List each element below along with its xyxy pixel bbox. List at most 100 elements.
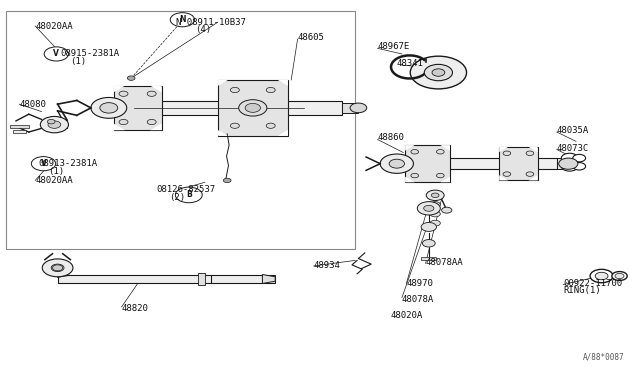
- Circle shape: [245, 103, 260, 112]
- Circle shape: [430, 211, 440, 217]
- Text: A/88*0087: A/88*0087: [582, 353, 624, 362]
- Circle shape: [526, 151, 534, 155]
- Polygon shape: [499, 147, 508, 152]
- Text: 48020AA: 48020AA: [35, 22, 73, 31]
- Text: 48341: 48341: [397, 59, 424, 68]
- Circle shape: [436, 173, 444, 178]
- Bar: [557, 158, 568, 169]
- Bar: [13, 130, 26, 133]
- Bar: [58, 275, 275, 283]
- Circle shape: [380, 154, 413, 173]
- Circle shape: [230, 87, 239, 93]
- Circle shape: [561, 153, 578, 163]
- Bar: [421, 257, 436, 260]
- Text: 08913-2381A: 08913-2381A: [38, 159, 97, 168]
- Polygon shape: [218, 80, 288, 136]
- Polygon shape: [150, 86, 161, 92]
- Text: 48073C: 48073C: [557, 144, 589, 153]
- Text: RING(1): RING(1): [563, 286, 601, 295]
- Text: 48080: 48080: [19, 100, 46, 109]
- Circle shape: [239, 100, 267, 116]
- Text: N: N: [179, 15, 186, 24]
- Circle shape: [44, 47, 68, 61]
- Text: (1): (1): [48, 167, 64, 176]
- Polygon shape: [278, 80, 288, 86]
- Text: 00922-11700: 00922-11700: [563, 279, 622, 288]
- Circle shape: [40, 116, 68, 133]
- Text: 48020AA: 48020AA: [35, 176, 73, 185]
- Circle shape: [223, 178, 231, 183]
- Text: (1): (1): [70, 57, 86, 66]
- Circle shape: [410, 56, 467, 89]
- Circle shape: [424, 205, 434, 211]
- Circle shape: [422, 240, 435, 247]
- Circle shape: [230, 123, 239, 128]
- Circle shape: [615, 273, 624, 279]
- Circle shape: [350, 103, 367, 113]
- Circle shape: [426, 190, 444, 201]
- Polygon shape: [405, 177, 415, 182]
- Text: 48934: 48934: [314, 262, 340, 270]
- Circle shape: [147, 91, 156, 96]
- Circle shape: [595, 272, 608, 280]
- Polygon shape: [440, 177, 450, 182]
- Circle shape: [590, 269, 613, 283]
- Text: 48035A: 48035A: [557, 126, 589, 135]
- Polygon shape: [529, 147, 538, 152]
- Circle shape: [266, 87, 275, 93]
- Circle shape: [175, 187, 202, 203]
- Polygon shape: [278, 130, 288, 136]
- Circle shape: [424, 64, 452, 81]
- Circle shape: [127, 76, 135, 80]
- Circle shape: [503, 172, 511, 176]
- Circle shape: [91, 97, 127, 118]
- Text: 08915-2381A: 08915-2381A: [61, 49, 120, 58]
- Text: 48078AA: 48078AA: [426, 258, 463, 267]
- Text: V: V: [53, 49, 60, 58]
- Circle shape: [119, 91, 128, 96]
- Circle shape: [147, 119, 156, 125]
- Circle shape: [266, 123, 275, 128]
- Polygon shape: [405, 145, 415, 151]
- Text: (2): (2): [170, 193, 186, 202]
- Polygon shape: [499, 147, 538, 180]
- Text: (4): (4): [195, 25, 211, 34]
- Polygon shape: [499, 175, 508, 180]
- Circle shape: [573, 163, 586, 170]
- Text: 08126-82537: 08126-82537: [157, 185, 216, 194]
- Circle shape: [100, 103, 118, 113]
- Bar: [109, 101, 342, 115]
- Circle shape: [612, 272, 627, 280]
- Text: 48605: 48605: [298, 33, 324, 42]
- Circle shape: [503, 151, 511, 155]
- Circle shape: [411, 150, 419, 154]
- Polygon shape: [218, 130, 228, 136]
- Circle shape: [52, 265, 63, 271]
- Circle shape: [48, 121, 61, 128]
- Bar: [342, 103, 358, 113]
- Bar: [6, 11, 355, 249]
- Text: 48967E: 48967E: [378, 42, 410, 51]
- Text: 48078A: 48078A: [402, 295, 434, 304]
- Polygon shape: [114, 86, 125, 92]
- Text: B: B: [186, 190, 191, 199]
- Polygon shape: [218, 80, 228, 86]
- Text: 48860: 48860: [378, 133, 404, 142]
- Circle shape: [526, 172, 534, 176]
- Circle shape: [432, 69, 445, 76]
- Circle shape: [170, 13, 195, 27]
- Bar: [397, 158, 557, 169]
- Circle shape: [573, 154, 586, 162]
- Text: 48970: 48970: [406, 279, 433, 288]
- Circle shape: [559, 158, 578, 169]
- Circle shape: [430, 220, 440, 226]
- Text: 48020A: 48020A: [390, 311, 422, 320]
- Circle shape: [436, 150, 444, 154]
- Circle shape: [31, 157, 56, 171]
- Circle shape: [421, 222, 436, 231]
- Circle shape: [411, 173, 419, 178]
- Polygon shape: [440, 145, 450, 151]
- Text: 48820: 48820: [122, 304, 148, 313]
- Circle shape: [42, 259, 73, 277]
- Circle shape: [561, 161, 578, 171]
